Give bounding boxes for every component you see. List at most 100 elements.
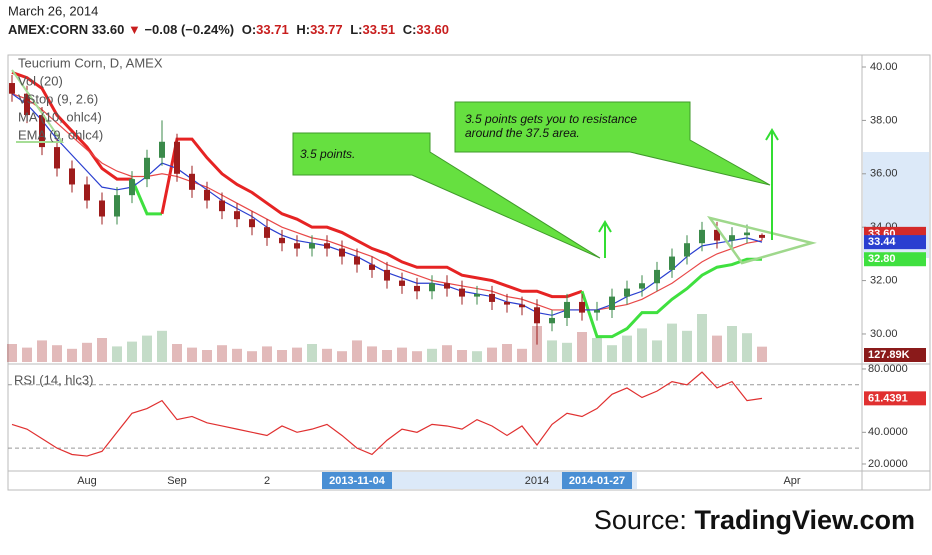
volume-bar — [667, 323, 677, 362]
l-label: L: — [350, 22, 362, 37]
candle-body — [114, 195, 120, 217]
x-tick-label: Apr — [783, 475, 800, 487]
candle-body — [294, 243, 300, 249]
x-tick-label: Sep — [167, 475, 187, 487]
candle-body — [9, 83, 15, 94]
annotation: 3.5 points gets you to resistance — [465, 112, 637, 126]
candle-body — [264, 227, 270, 238]
candle-body — [564, 301, 570, 318]
line — [580, 257, 762, 339]
value-label: 32.80 — [868, 253, 896, 265]
candle-body — [204, 189, 210, 201]
volume-bar — [217, 345, 227, 362]
y-tick-label: 40.0000 — [868, 426, 908, 438]
x-tick-label: Aug — [77, 475, 97, 487]
candle-body — [594, 309, 600, 313]
value-label-box — [864, 235, 926, 250]
candle-body — [324, 243, 330, 249]
volume-bar — [382, 350, 392, 362]
x-tick-box — [562, 472, 632, 489]
last: 33.60 — [92, 22, 125, 37]
volume-bar — [142, 335, 152, 362]
volume-bar — [277, 350, 287, 362]
y-tick-label: 40.00 — [870, 61, 898, 73]
x-tick-label: 2 — [264, 475, 270, 487]
candle-body — [384, 269, 390, 281]
candle-body — [669, 256, 675, 270]
l-value: 33.51 — [363, 22, 396, 37]
symbol: AMEX:CORN — [8, 22, 88, 37]
volume-bar — [397, 347, 407, 362]
candle-body — [684, 243, 690, 257]
candle-body — [54, 147, 60, 169]
volume-bar — [67, 348, 77, 362]
volume-bar — [97, 338, 107, 362]
volume-bar — [652, 340, 662, 362]
line — [130, 178, 162, 216]
candle-body — [69, 168, 75, 185]
value-label-box — [864, 348, 926, 362]
candle-body — [234, 211, 240, 220]
legend-entry: MA (10, ohlc4) — [18, 109, 102, 124]
volume-bar — [337, 351, 347, 362]
volume-bar — [577, 332, 587, 362]
annotation: 3.5 points. — [300, 147, 355, 161]
volume-bar — [412, 351, 422, 362]
volume-bar — [592, 338, 602, 362]
volume-bar — [712, 335, 722, 362]
volume-bar — [37, 340, 47, 362]
callout — [454, 101, 771, 186]
value-label: 127.89K — [868, 349, 910, 361]
candle-body — [99, 200, 105, 217]
y-tick-label: 36.00 — [870, 168, 898, 180]
candle-body — [459, 288, 465, 297]
legend-entry: VStop (9, 2.6) — [18, 91, 98, 106]
candle-body — [144, 157, 150, 180]
volume-bar — [292, 347, 302, 362]
candle-body — [609, 296, 615, 310]
volume-bar — [322, 348, 332, 362]
range-highlight — [330, 472, 637, 489]
c-label: C: — [403, 22, 417, 37]
volume-bar — [562, 342, 572, 362]
annotation: around the 37.5 area. — [465, 126, 580, 140]
source-site: TradingView.com — [694, 505, 915, 535]
candle-body — [339, 248, 345, 257]
volume-bar — [232, 348, 242, 362]
candle-body — [24, 93, 30, 116]
candle-body — [654, 269, 660, 284]
candle-body — [429, 283, 435, 292]
legend-entry: EMA (9, ohlc4) — [18, 127, 103, 142]
volume-bar — [22, 347, 32, 362]
candle-body — [369, 264, 375, 270]
value-label-box — [864, 391, 926, 406]
candle-body — [84, 184, 90, 201]
volume-bar — [517, 348, 527, 362]
candle-body — [279, 237, 285, 244]
change: −0.08 (−0.24%) — [144, 22, 234, 37]
volume-bar — [637, 328, 647, 362]
candle-body — [159, 141, 165, 158]
arrow: ▼ — [128, 22, 141, 37]
drawing — [11, 69, 64, 143]
frame — [7, 54, 931, 491]
candle-body — [474, 293, 480, 297]
y-tick-label: 20.0000 — [868, 458, 908, 470]
candle-body — [534, 307, 540, 324]
volume-bar — [757, 346, 767, 362]
volume-bar — [7, 344, 17, 362]
value-label-box — [864, 252, 926, 267]
volume-bar — [457, 350, 467, 362]
x-tick-label: 2014-01-27 — [569, 475, 625, 487]
y-tick-label: 30.00 — [870, 328, 898, 340]
volume-bar — [502, 344, 512, 362]
triangle — [707, 215, 817, 265]
candle-body — [189, 173, 195, 190]
source-label: Source: — [594, 505, 687, 535]
o-value: 33.71 — [256, 22, 289, 37]
candle-body — [504, 301, 510, 305]
candle-body — [444, 283, 450, 289]
volume-bar — [262, 346, 272, 362]
candle-body — [579, 301, 585, 313]
